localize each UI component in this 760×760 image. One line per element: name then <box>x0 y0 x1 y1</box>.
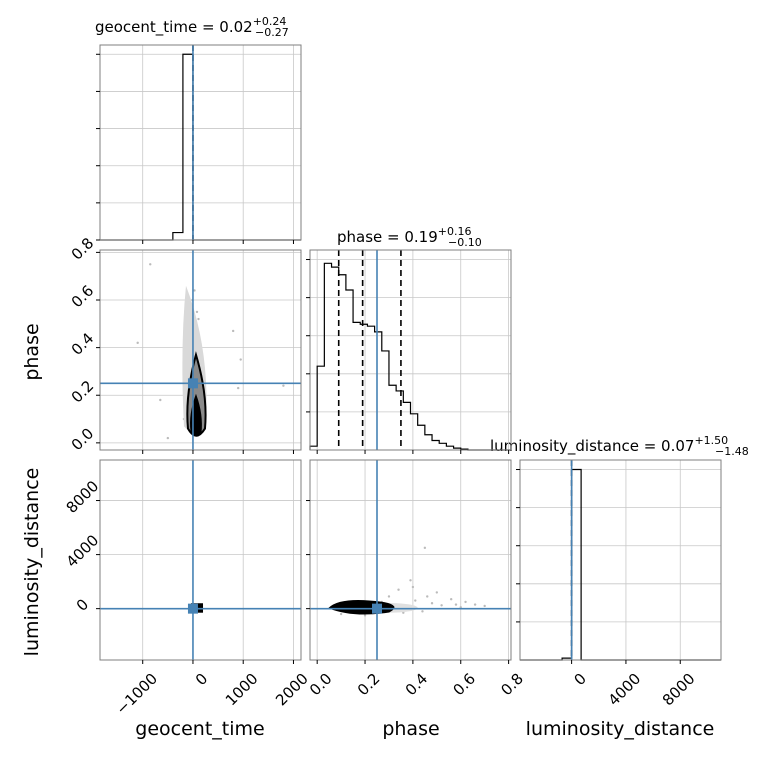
scatter-point <box>197 317 200 321</box>
scatter-point <box>483 604 486 608</box>
x-axis-label-geocent-time: geocent_time <box>135 718 264 740</box>
y-axis-label-luminosity-distance: luminosity_distance <box>21 468 43 657</box>
scatter-point <box>166 436 170 440</box>
panel-luminosity-distance-vs-phase: 0.0 0.2 0.4 0.6 0.8 <box>306 459 527 700</box>
scatter-point <box>193 289 196 292</box>
scatter-point <box>195 310 199 314</box>
title-phase: phase = 0.19+0.16 <box>337 225 472 246</box>
scatter-point <box>426 595 429 598</box>
x-tick-label-geocent-time: 1000 <box>222 670 262 710</box>
panel-luminosity-distance-vs-geocent-time: −1000 0 1000 2000 0 4000 8000 <box>63 459 312 719</box>
x-tick-label-phase: 0.0 <box>306 670 336 700</box>
scatter-point <box>440 604 443 607</box>
y-tick-label-luminosity-distance: 0 <box>73 595 92 614</box>
scatter-point <box>282 384 285 387</box>
scatter-point <box>411 585 415 589</box>
scatter-point <box>449 597 453 601</box>
scatter-point <box>430 602 434 605</box>
x-axis-label-phase: phase <box>382 718 439 740</box>
scatter-point <box>136 341 139 345</box>
x-tick-label-geocent-time: 2000 <box>272 670 312 710</box>
x-tick-label-phase: 0.4 <box>402 670 432 700</box>
panel-hist-luminosity-distance: 0 4000 8000 <box>516 459 722 710</box>
scatter-point <box>454 603 458 606</box>
truth-marker <box>187 378 198 389</box>
panel-hist-geocent-time <box>96 44 302 244</box>
x-tick-label-luminosity-distance: 0 <box>571 670 590 689</box>
y-tick-label-luminosity-distance: 4000 <box>63 531 103 571</box>
y-tick-label-phase: 0.0 <box>68 425 98 455</box>
x-tick-label-phase: 0.2 <box>354 670 384 700</box>
scatter-point <box>159 398 162 402</box>
scatter-point <box>236 386 240 390</box>
scatter-point <box>363 614 367 617</box>
scatter-point <box>231 329 235 333</box>
scatter-point <box>423 546 427 550</box>
y-tick-label-luminosity-distance: 8000 <box>63 477 103 517</box>
y-axis-label-phase: phase <box>21 323 43 380</box>
panel-frame <box>99 249 302 451</box>
scatter-point <box>339 612 343 616</box>
title-geocent-time: geocent_time = 0.02+0.24 <box>95 15 286 37</box>
x-tick-label-luminosity-distance: 8000 <box>659 670 699 710</box>
scatter-point <box>397 588 400 591</box>
hist-geocent-time <box>100 53 301 241</box>
hist-luminosity-distance <box>520 468 721 661</box>
truth-marker <box>187 603 198 614</box>
x-axis-label-luminosity-distance: luminosity_distance <box>526 718 715 740</box>
scatter-point <box>414 599 417 602</box>
panel-frame <box>519 459 722 661</box>
scatter-point <box>239 358 242 361</box>
scatter-point <box>387 595 391 598</box>
scatter-point <box>473 603 477 606</box>
panel-frame <box>309 459 512 661</box>
scatter-point <box>464 600 467 604</box>
scatter-point <box>149 263 152 266</box>
panel-frame <box>99 459 302 661</box>
hist-phase <box>309 262 511 451</box>
title-geocent-time-lower: −0.27 <box>255 26 289 39</box>
x-tick-label-luminosity-distance: 4000 <box>605 670 645 710</box>
title-luminosity-distance-lower: −1.48 <box>715 445 749 458</box>
x-tick-label-phase: 0.6 <box>450 670 480 700</box>
scatter-point <box>421 610 424 613</box>
scatter-point <box>409 579 412 582</box>
contour-inner <box>328 599 395 615</box>
panel-hist-phase <box>306 249 512 454</box>
x-tick-label-phase: 0.8 <box>497 670 527 700</box>
x-tick-label-geocent-time: 0 <box>192 670 211 689</box>
y-tick-label-phase: 0.6 <box>68 282 98 312</box>
panel-phase-vs-geocent-time: 0.0 0.2 0.4 0.6 0.8 <box>68 234 302 455</box>
truth-marker <box>372 603 382 614</box>
y-tick-label-phase: 0.4 <box>68 329 98 359</box>
y-tick-label-phase: 0.2 <box>68 377 98 407</box>
scatter-point <box>435 591 439 594</box>
panel-frame <box>99 44 302 241</box>
panel-frame <box>309 249 512 451</box>
title-phase-lower: −0.10 <box>448 236 482 249</box>
y-tick-label-phase: 0.8 <box>68 234 98 264</box>
title-luminosity-distance: luminosity_distance = 0.07+1.50 <box>490 434 728 456</box>
x-tick-label-geocent-time: −1000 <box>112 670 161 719</box>
